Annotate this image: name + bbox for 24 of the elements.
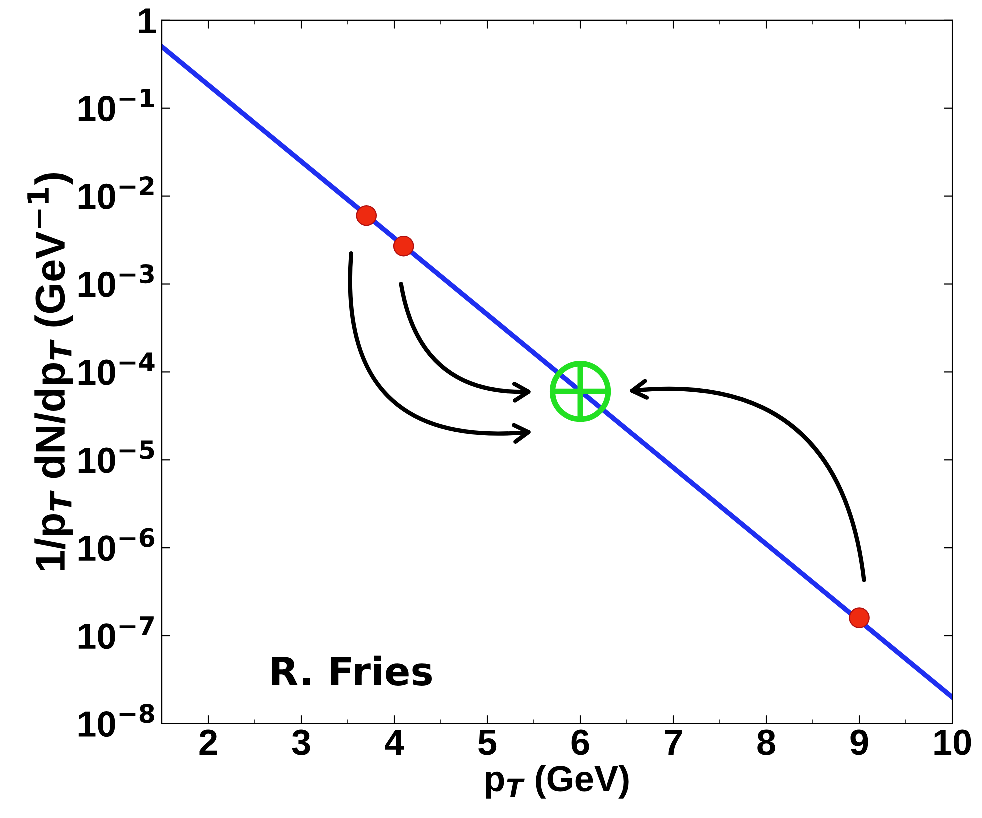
x-tick-label: 10	[934, 730, 972, 756]
y-tick-label: 10$^{−8}$	[78, 704, 154, 738]
y-tick-label: 10$^{−1}$	[78, 88, 154, 122]
y-tick-label: 10$^{−2}$	[78, 176, 154, 210]
y-tick-label: 10$^{−4}$	[78, 352, 155, 386]
point	[393, 236, 414, 257]
y-axis-title: 1/p$_{T}$ dN/dp$_{T}$ (GeV$^{−1}$)	[28, 173, 74, 570]
x-tick-label: 9	[850, 730, 868, 756]
x-tick-label: 4	[385, 730, 404, 755]
annotation: R. Fries	[272, 656, 432, 686]
y-tick-label: 10$^{−5}$	[78, 440, 154, 474]
y-tick-label: 10$^{−3}$	[78, 264, 154, 298]
x-axis-title: p$_{T}$ (GeV)	[486, 765, 629, 799]
x-tick-label: 7	[665, 730, 682, 755]
y-tick-label: 1	[139, 8, 156, 34]
x-tick-label: 8	[758, 730, 776, 756]
y-tick-label: 10$^{−6}$	[78, 528, 155, 562]
x-tick-label: 2	[200, 730, 218, 755]
point	[849, 608, 870, 628]
x-tick-label: 5	[478, 730, 497, 756]
point	[356, 205, 378, 226]
x-tick-label: 6	[572, 730, 590, 756]
y-tick-label: 10$^{−7}$	[78, 616, 154, 650]
x-tick-label: 3	[292, 730, 310, 756]
